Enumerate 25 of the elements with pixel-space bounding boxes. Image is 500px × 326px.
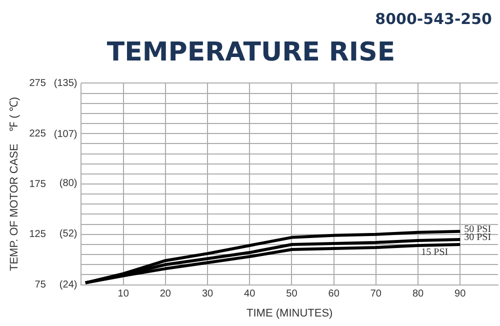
y-tick-label: 125 — [29, 229, 46, 240]
x-tick-label: 40 — [244, 288, 256, 300]
x-axis-title: TIME (MINUTES) — [246, 307, 333, 320]
series-label: 30 PSI — [464, 232, 492, 244]
text: 8000-543-250 — [375, 10, 492, 28]
series-label: 15 PSI — [421, 247, 448, 258]
x-tick-label: 30 — [202, 288, 214, 300]
y-tick-label: 275 — [29, 78, 46, 89]
y2-tick-label: (24) — [59, 279, 78, 290]
y-tick-label: 225 — [29, 128, 46, 140]
y2-tick-label: (80) — [59, 178, 78, 189]
x-tick-label: 70 — [370, 288, 382, 300]
x-tick-label: 80 — [412, 288, 424, 300]
y-tick-label: 175 — [29, 178, 46, 190]
y2-tick-label: (135) — [54, 78, 78, 89]
y2-tick-label: (52) — [59, 228, 78, 240]
x-tick-label: 10 — [118, 288, 130, 300]
x-tick-label: 20 — [160, 288, 172, 300]
y2-tick-label: (107) — [54, 128, 78, 140]
x-tick-label: 50 — [286, 288, 298, 300]
x-tick-label: 60 — [328, 288, 340, 300]
x-tick-label: 90 — [454, 288, 466, 300]
y-axis-title: TEMP. OF MOTOR CASE ℉ ( ℃) — [8, 97, 21, 271]
chart-title: TEMPERATURE RISE — [106, 37, 396, 68]
y-tick-label: 75 — [34, 280, 46, 291]
